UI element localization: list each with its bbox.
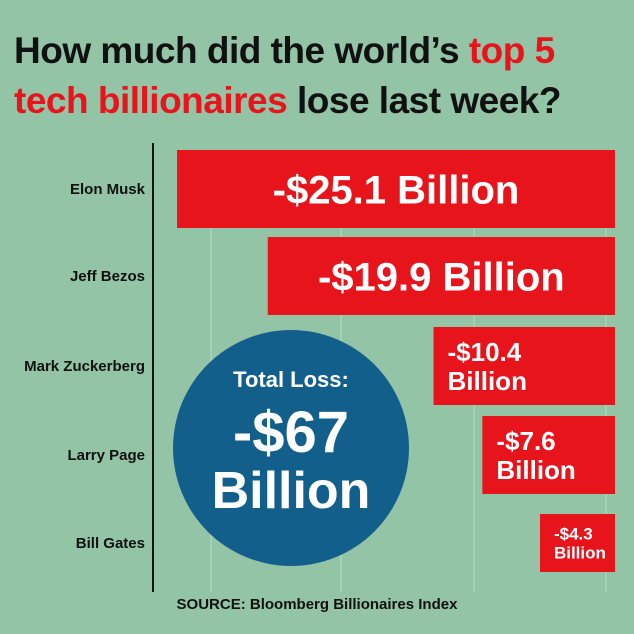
category-label-1: Jeff Bezos [70, 268, 145, 285]
title-part-2: lose last week? [287, 80, 561, 121]
title-part-1: How much did the world’s [14, 30, 469, 71]
data-label-1: -$19.9 Billion [318, 255, 565, 299]
data-label-4-line-1: Billion [554, 544, 606, 563]
chart-title: How much did the world’s top 5 tech bill… [14, 26, 624, 126]
bar-1 [267, 237, 615, 315]
source-note: SOURCE: Bloomberg Billionaires Index [176, 596, 458, 613]
total-loss-circle [173, 330, 409, 566]
category-label-0: Elon Musk [70, 181, 146, 198]
total-loss-label: Total Loss: [233, 367, 349, 392]
title-highlight-2: tech billionaires [14, 80, 288, 121]
title-highlight-1: top 5 [468, 30, 555, 71]
data-label-2-line-1: Billion [448, 366, 527, 396]
category-label-4: Bill Gates [76, 535, 145, 552]
data-label-3-line-1: Billion [496, 455, 575, 485]
data-label-2-line-0: -$10.4 [448, 337, 522, 367]
category-label-3: Larry Page [67, 447, 145, 464]
total-loss-unit: Billion [212, 462, 371, 520]
data-label-4-line-0: -$4.3 [554, 525, 593, 544]
data-label-0: -$25.1 Billion [273, 168, 520, 212]
bar-4 [539, 514, 615, 572]
total-loss-value: -$67 [233, 400, 349, 465]
bar-2 [433, 327, 615, 405]
category-label-2: Mark Zuckerberg [24, 358, 145, 375]
bar-0 [177, 150, 615, 228]
data-label-3-line-0: -$7.6 [496, 426, 555, 456]
bar-3 [482, 416, 615, 494]
